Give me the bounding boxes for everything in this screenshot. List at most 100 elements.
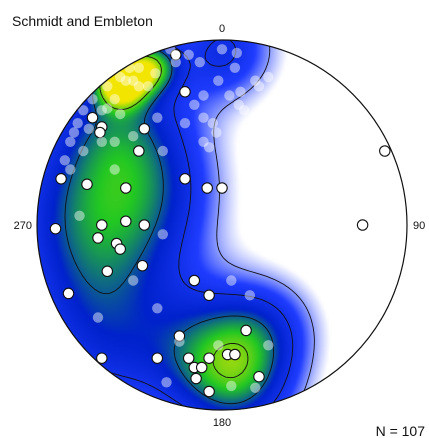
pole-point <box>94 126 106 139</box>
pole-point <box>165 44 176 55</box>
pole-point <box>211 127 222 138</box>
pole-point <box>101 265 114 278</box>
pole-point <box>65 136 76 147</box>
net-outline <box>36 39 408 411</box>
pole-point <box>240 324 252 337</box>
pole-point <box>250 382 261 393</box>
pole-point <box>189 99 200 111</box>
pole-point <box>226 275 237 286</box>
pole-point <box>179 173 191 185</box>
pole-point <box>96 352 108 364</box>
pole-point <box>179 118 191 129</box>
pole-point <box>150 68 161 79</box>
pole-point <box>173 330 186 342</box>
pole-point <box>96 136 108 147</box>
pole-point <box>224 90 235 101</box>
pole-point <box>213 340 224 351</box>
pole-point <box>68 127 80 138</box>
pole-point <box>114 243 126 255</box>
pole-point <box>198 90 209 101</box>
pole-point <box>128 131 139 142</box>
pole-point <box>183 49 194 60</box>
pole-point <box>207 118 218 129</box>
pole-point <box>203 385 215 398</box>
pole-point <box>120 75 131 86</box>
pole-point <box>190 372 202 385</box>
pole-point <box>86 111 99 124</box>
pole-point <box>138 123 151 135</box>
pole-point <box>74 210 85 221</box>
pole-point <box>194 57 205 68</box>
pole-point <box>216 44 228 55</box>
pole-point <box>231 47 242 59</box>
pole-point <box>72 118 83 129</box>
pole-point <box>233 99 244 111</box>
pole-point <box>136 259 149 272</box>
pole-point <box>62 287 75 300</box>
pole-point <box>83 123 95 134</box>
pole-point <box>195 361 208 374</box>
pole-point <box>109 164 120 175</box>
pole-point <box>78 145 89 157</box>
pole-point <box>96 105 108 116</box>
pole-point <box>379 145 391 157</box>
pole-point <box>182 352 195 364</box>
pole-point <box>120 215 132 228</box>
pole-point <box>87 94 98 105</box>
pole-point <box>152 112 163 123</box>
pole-point <box>253 127 265 138</box>
pole-point <box>213 75 224 86</box>
pole-point <box>229 62 241 73</box>
pole-point <box>263 340 274 351</box>
pole-point <box>128 75 139 86</box>
pole-point <box>157 229 168 240</box>
pole-point <box>133 81 144 92</box>
south-label: 180 <box>213 417 231 429</box>
pole-point <box>120 182 132 194</box>
pole-point <box>55 173 67 185</box>
pole-point <box>133 62 144 73</box>
pole-point <box>170 49 182 61</box>
pole-point <box>157 145 168 157</box>
chart-title: Schmidt and Embleton <box>12 13 153 29</box>
pole-point <box>115 108 126 120</box>
pole-point <box>216 182 228 194</box>
pole-point <box>356 219 369 231</box>
pole-point <box>92 232 104 244</box>
pole-point <box>253 81 265 92</box>
pole-point <box>179 86 191 98</box>
pole-point <box>133 145 145 157</box>
count-label: N = 107 <box>376 423 426 438</box>
pole-point <box>235 86 246 98</box>
pole-point <box>109 94 120 105</box>
pole-point <box>59 155 70 166</box>
north-label: 0 <box>219 23 225 35</box>
pole-point <box>109 136 120 147</box>
pole-point <box>250 131 261 142</box>
west-label: 270 <box>14 220 32 232</box>
pole-point <box>198 136 209 147</box>
pole-point <box>201 182 213 194</box>
pole-point <box>174 336 185 347</box>
pole-point <box>263 71 274 83</box>
pole-point <box>259 127 270 138</box>
pole-point <box>229 348 241 361</box>
pole-point <box>151 352 164 364</box>
pole-point <box>152 303 163 314</box>
pole-point <box>250 75 261 86</box>
pole-point <box>203 289 215 302</box>
pole-point <box>188 274 201 287</box>
pole-point <box>226 380 237 392</box>
pole-point <box>102 81 113 92</box>
density-contours <box>37 40 315 410</box>
pole-point <box>49 222 62 235</box>
pole-points <box>49 44 391 398</box>
pole-point <box>128 275 139 286</box>
pole-point <box>138 219 151 231</box>
pole-point <box>161 377 172 388</box>
pole-point <box>253 370 265 383</box>
pole-point <box>142 81 154 92</box>
pole-point <box>92 312 104 323</box>
pole-point <box>78 105 89 116</box>
